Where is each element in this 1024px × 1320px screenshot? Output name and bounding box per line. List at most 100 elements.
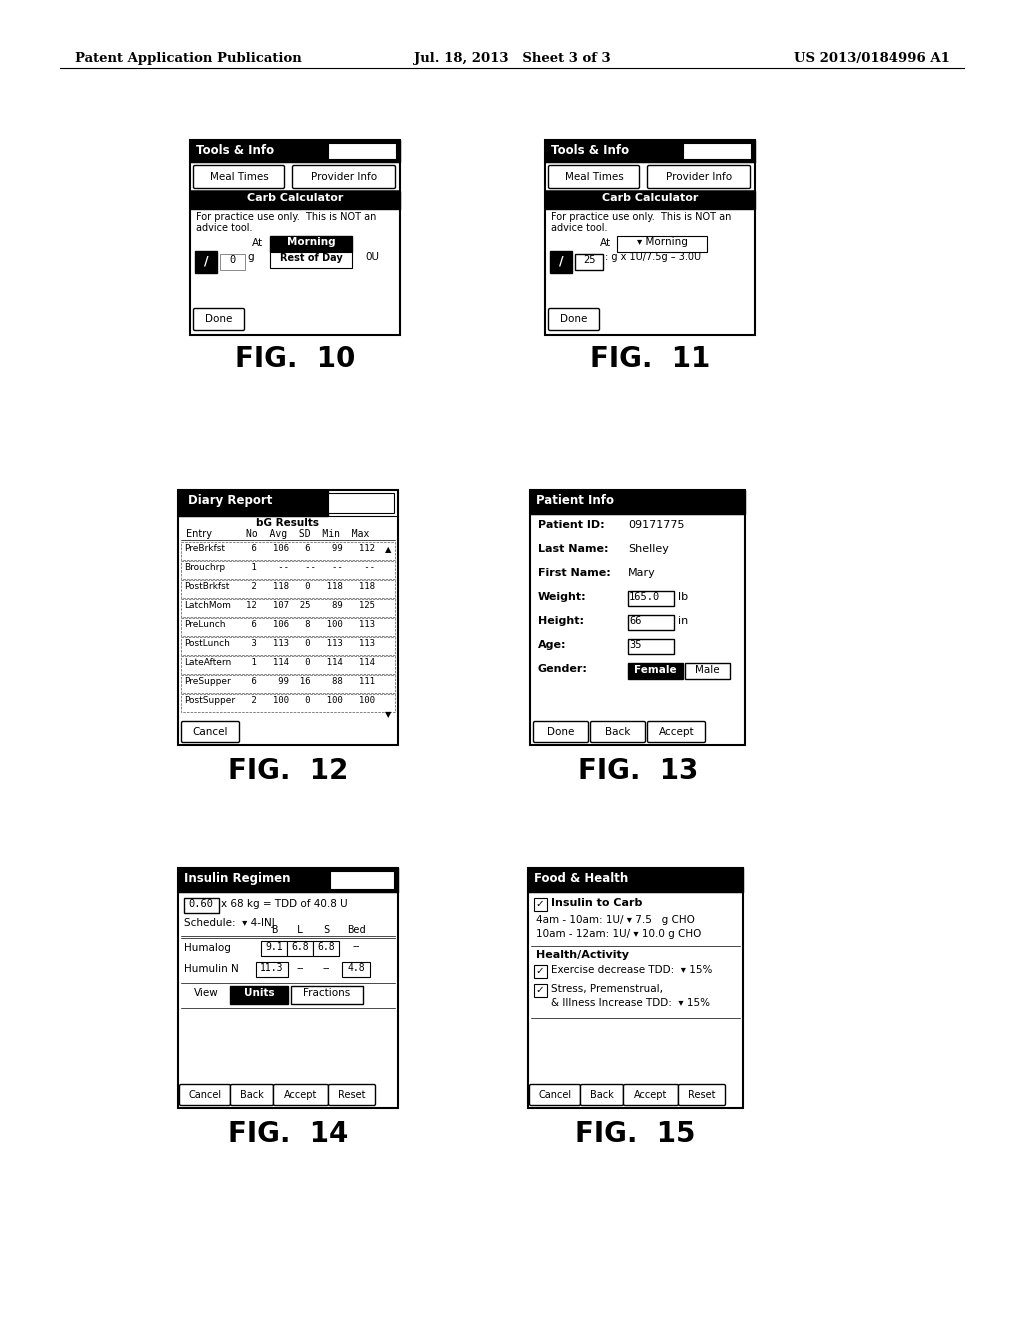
Text: PreSupper: PreSupper xyxy=(184,677,230,686)
Text: --: -- xyxy=(352,941,359,950)
Bar xyxy=(181,599,395,616)
Text: Done: Done xyxy=(206,314,232,325)
Text: S: S xyxy=(323,925,329,935)
Text: Provider Info: Provider Info xyxy=(311,172,377,182)
FancyBboxPatch shape xyxy=(273,1085,329,1106)
Text: Schedule:  ▾ 4-INJ: Schedule: ▾ 4-INJ xyxy=(184,917,274,928)
Bar xyxy=(178,869,398,1107)
FancyBboxPatch shape xyxy=(194,165,285,189)
Text: Morning: Morning xyxy=(287,238,335,247)
Bar xyxy=(530,490,745,513)
Text: Meal Times: Meal Times xyxy=(564,172,624,182)
Text: Exercise decrease TDD:  ▾ 15%: Exercise decrease TDD: ▾ 15% xyxy=(551,965,713,975)
Text: 1   114   0   114   114: 1 114 0 114 114 xyxy=(246,657,375,667)
Bar xyxy=(190,140,400,162)
FancyBboxPatch shape xyxy=(549,165,640,189)
Text: Patent Application Publication: Patent Application Publication xyxy=(75,51,302,65)
FancyBboxPatch shape xyxy=(194,309,245,330)
Bar xyxy=(181,618,395,636)
Text: 66: 66 xyxy=(629,616,641,626)
Text: Carb Calculator: Carb Calculator xyxy=(247,193,343,203)
Text: 165.0: 165.0 xyxy=(629,591,660,602)
FancyBboxPatch shape xyxy=(591,722,645,742)
Bar xyxy=(545,140,755,162)
Text: Insulin Regimen: Insulin Regimen xyxy=(184,873,291,884)
Text: LateAftern: LateAftern xyxy=(184,657,231,667)
Text: Cancel: Cancel xyxy=(188,1090,221,1100)
Bar xyxy=(545,140,755,335)
Text: Tools & Info: Tools & Info xyxy=(551,144,629,157)
Bar xyxy=(261,941,287,956)
Text: Entry: Entry xyxy=(186,529,212,539)
Text: advice tool.: advice tool. xyxy=(196,223,253,234)
Text: Weight:: Weight: xyxy=(538,591,587,602)
Text: : g x 1U/7.5g – 3.0U: : g x 1U/7.5g – 3.0U xyxy=(605,252,701,261)
FancyBboxPatch shape xyxy=(549,309,599,330)
Text: Done: Done xyxy=(547,727,574,737)
Text: 25: 25 xyxy=(583,255,595,265)
Text: Gender:: Gender: xyxy=(538,664,588,675)
Text: --: -- xyxy=(323,964,330,973)
Bar xyxy=(328,492,394,513)
Text: ▼: ▼ xyxy=(385,710,391,719)
Bar xyxy=(683,143,751,158)
Text: PreLunch: PreLunch xyxy=(184,620,225,630)
Text: Rest of Day: Rest of Day xyxy=(280,253,342,263)
Text: Cancel: Cancel xyxy=(539,1090,571,1100)
Bar xyxy=(181,694,395,711)
Text: Fractions: Fractions xyxy=(303,987,350,998)
Text: Humalog: Humalog xyxy=(184,942,230,953)
Text: 6   106   6    99   112: 6 106 6 99 112 xyxy=(246,544,375,553)
FancyBboxPatch shape xyxy=(529,1085,581,1106)
Bar xyxy=(628,591,674,606)
Text: For practice use only.  This is NOT an: For practice use only. This is NOT an xyxy=(196,213,377,222)
Bar xyxy=(256,962,288,977)
Bar xyxy=(178,869,398,892)
Text: FIG.  11: FIG. 11 xyxy=(590,345,710,374)
Text: For practice use only.  This is NOT an: For practice use only. This is NOT an xyxy=(551,213,731,222)
Bar xyxy=(181,656,395,675)
Text: At: At xyxy=(252,238,263,248)
FancyBboxPatch shape xyxy=(679,1085,725,1106)
Text: FIG.  10: FIG. 10 xyxy=(234,345,355,374)
Text: Height:: Height: xyxy=(538,616,584,626)
Text: B: B xyxy=(271,925,278,935)
Text: 0.60: 0.60 xyxy=(188,899,213,909)
FancyBboxPatch shape xyxy=(647,722,706,742)
Text: Diary Report: Diary Report xyxy=(188,494,272,507)
Bar xyxy=(181,638,395,655)
Text: Accept: Accept xyxy=(658,727,694,737)
Text: Female: Female xyxy=(634,665,676,675)
Text: Back: Back xyxy=(240,1090,264,1100)
FancyBboxPatch shape xyxy=(624,1085,679,1106)
Text: 4am - 10am: 1U/ ▾ 7.5   g CHO: 4am - 10am: 1U/ ▾ 7.5 g CHO xyxy=(536,915,695,925)
Bar xyxy=(178,490,183,516)
Text: L: L xyxy=(297,925,303,935)
Text: Back: Back xyxy=(590,1090,613,1100)
Text: Brouchrp: Brouchrp xyxy=(184,564,225,572)
Text: ✓: ✓ xyxy=(536,985,545,995)
Text: Units: Units xyxy=(244,987,274,998)
Bar xyxy=(270,236,352,252)
Text: Reset: Reset xyxy=(688,1090,716,1100)
Text: 35: 35 xyxy=(629,640,641,649)
Text: Stress, Premenstrual,: Stress, Premenstrual, xyxy=(551,983,663,994)
Bar xyxy=(528,869,743,1107)
Text: /: / xyxy=(204,255,208,268)
Bar xyxy=(181,579,395,598)
Text: FIG.  15: FIG. 15 xyxy=(574,1119,695,1148)
Bar xyxy=(291,986,362,1005)
Bar xyxy=(270,252,352,268)
Text: Insulin to Carb: Insulin to Carb xyxy=(551,898,642,908)
Text: Mary: Mary xyxy=(628,568,655,578)
Bar xyxy=(617,236,707,252)
Bar xyxy=(313,941,339,956)
Text: 0: 0 xyxy=(229,255,236,265)
Text: PreBrkfst: PreBrkfst xyxy=(184,544,225,553)
Text: View: View xyxy=(194,987,218,998)
Bar xyxy=(181,543,395,560)
Text: 11.3: 11.3 xyxy=(260,964,284,973)
Text: Humulin N: Humulin N xyxy=(184,964,239,974)
Text: FIG.  14: FIG. 14 xyxy=(227,1119,348,1148)
Text: & Illness Increase TDD:  ▾ 15%: & Illness Increase TDD: ▾ 15% xyxy=(551,998,710,1008)
